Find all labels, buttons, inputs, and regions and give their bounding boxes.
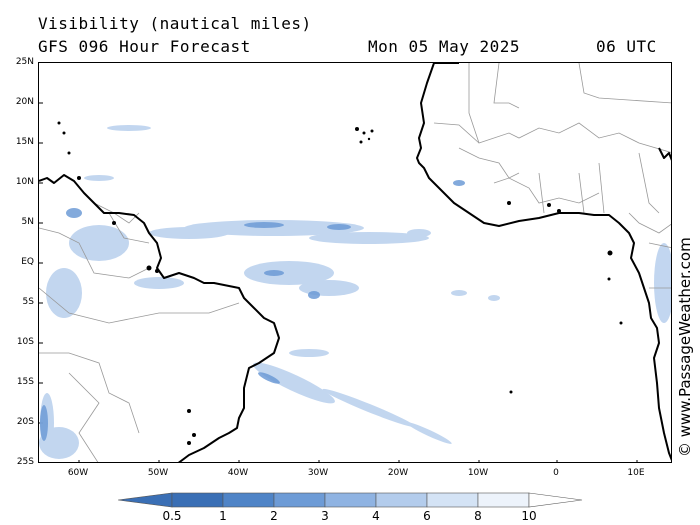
legend-swatch [324, 492, 377, 508]
website-credit: © www.PassageWeather.com [676, 237, 694, 457]
map-canvas [39, 63, 671, 462]
coastlines [39, 63, 671, 462]
legend-label: 3 [321, 509, 329, 523]
forecast-date: Mon 05 May 2025 [368, 37, 520, 56]
lat-label: 20S [16, 417, 34, 427]
lon-label: 60W [67, 468, 89, 478]
legend-swatch [171, 492, 224, 508]
map-title: Visibility (nautical miles) [38, 14, 312, 33]
lat-label: 25S [16, 457, 34, 467]
legend-label: 2 [270, 509, 278, 523]
legend-label: 8 [474, 509, 482, 523]
forecast-time: 06 UTC [596, 37, 657, 56]
legend-swatch [222, 492, 275, 508]
legend-label: 4 [372, 509, 380, 523]
legend-swatch [375, 492, 428, 508]
legend-label: 6 [423, 509, 431, 523]
legend-swatch [528, 492, 583, 508]
lat-label: 15N [15, 137, 34, 147]
lon-label: 20W [387, 468, 409, 478]
lon-label: 50W [147, 468, 169, 478]
lat-label: 25N [15, 57, 34, 67]
lat-label: 15S [16, 377, 34, 387]
lat-label: EQ [21, 257, 34, 267]
lat-label: 5N [21, 217, 34, 227]
legend-label: 0.5 [162, 509, 182, 523]
legend-label: 1 [219, 509, 227, 523]
lon-label: 30W [307, 468, 329, 478]
islands [57, 121, 623, 445]
legend-swatch [477, 492, 530, 508]
legend-swatch [273, 492, 326, 508]
visibility-map[interactable] [38, 62, 672, 463]
legend-swatch [426, 492, 479, 508]
visibility-shading [39, 125, 671, 459]
lon-label: 0 [553, 468, 559, 478]
legend-swatch [117, 492, 173, 508]
credit-text: © www.PassageWeather.com [676, 237, 694, 457]
lon-label: 40W [227, 468, 249, 478]
lon-label: 10E [627, 468, 645, 478]
color-legend: 0.5 1 2 3 4 6 8 10 [117, 491, 583, 525]
lat-label: 10S [16, 337, 34, 347]
legend-bar [117, 492, 583, 508]
lon-label: 10W [467, 468, 489, 478]
lat-label: 5S [22, 297, 34, 307]
legend-label: 10 [521, 509, 537, 523]
lat-label: 10N [15, 177, 34, 187]
forecast-model: GFS 096 Hour Forecast [38, 37, 251, 56]
lat-label: 20N [15, 97, 34, 107]
